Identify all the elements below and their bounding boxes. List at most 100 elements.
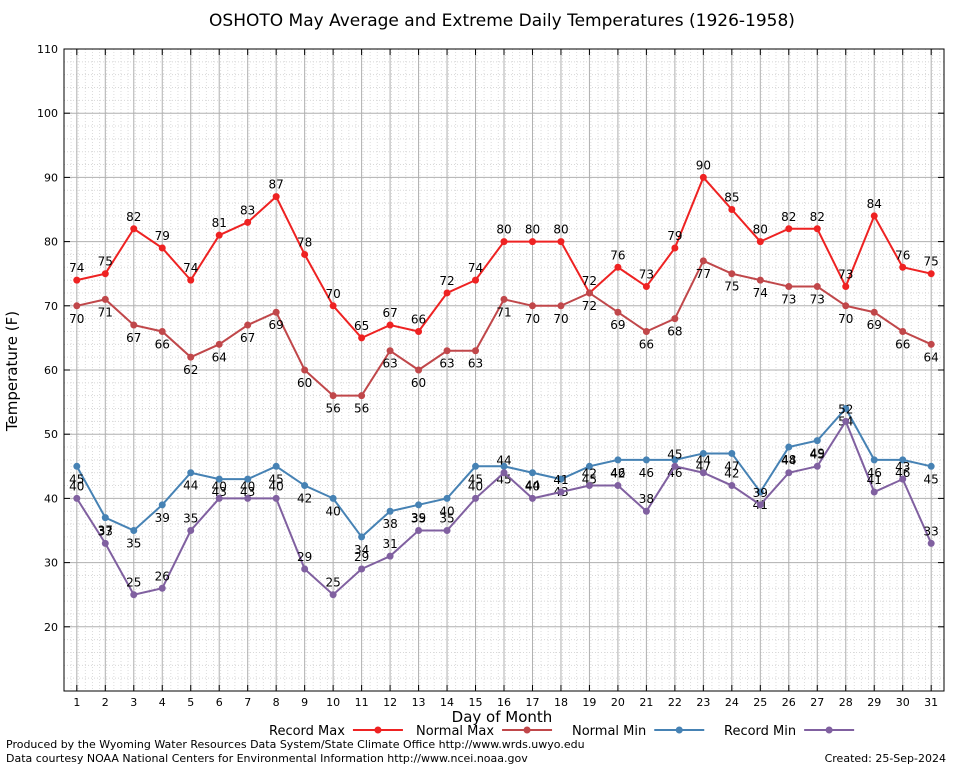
data-point — [415, 501, 423, 509]
data-label: 42 — [724, 467, 739, 481]
data-point — [443, 494, 451, 502]
data-label: 80 — [496, 223, 511, 237]
data-label: 31 — [382, 537, 397, 551]
data-label: 38 — [382, 517, 397, 531]
data-point — [699, 469, 707, 477]
data-point — [301, 482, 309, 490]
x-tick-label: 17 — [525, 696, 539, 709]
data-point — [301, 366, 309, 374]
series-normal-max: 70 71 67 66 62 64 67 69 60 56 56 63 60 63 63 71 70 70 72 69… — [69, 257, 939, 416]
x-tick-label: 23 — [696, 696, 710, 709]
x-tick-label: 10 — [326, 696, 340, 709]
data-point — [187, 469, 195, 477]
y-tick-label: 80 — [44, 236, 58, 249]
data-label: 67 — [126, 331, 141, 345]
y-tick-label: 110 — [37, 43, 58, 56]
data-point — [386, 347, 394, 355]
data-label: 40 — [439, 504, 454, 518]
data-label: 25 — [325, 576, 340, 590]
data-label: 47 — [696, 459, 711, 473]
data-label: 69 — [867, 318, 882, 332]
data-point — [130, 225, 138, 233]
data-point — [899, 456, 907, 464]
data-point — [415, 366, 423, 374]
data-point — [187, 353, 195, 361]
data-point — [870, 212, 878, 220]
data-label: 64 — [212, 350, 227, 364]
data-label: 35 — [411, 512, 426, 526]
data-label: 74 — [183, 261, 198, 275]
data-label: 40 — [325, 504, 340, 518]
data-label: 48 — [781, 453, 796, 467]
data-label: 39 — [155, 511, 170, 525]
y-tick-label: 60 — [44, 364, 58, 377]
data-label: 70 — [325, 287, 340, 301]
data-point — [842, 417, 850, 425]
data-label: 70 — [525, 312, 540, 326]
data-point — [158, 244, 166, 252]
data-point — [528, 494, 536, 502]
data-point — [699, 449, 707, 457]
data-point — [244, 494, 252, 502]
data-label: 40 — [69, 479, 84, 493]
data-point — [187, 276, 195, 284]
x-tick-label: 4 — [159, 696, 166, 709]
data-label: 82 — [126, 210, 141, 224]
data-point — [329, 591, 337, 599]
x-tick-label: 28 — [839, 696, 853, 709]
x-tick-label: 27 — [810, 696, 824, 709]
legend: Record Max Normal Max Normal Min Record Min — [269, 724, 855, 739]
data-label: 45 — [269, 472, 284, 486]
x-axis-label: Day of Month — [452, 708, 553, 726]
x-tick-label: 16 — [497, 696, 511, 709]
data-label: 39 — [411, 511, 426, 525]
data-point — [785, 283, 793, 291]
data-label: 43 — [212, 485, 227, 499]
data-label: 63 — [439, 357, 454, 371]
data-point — [671, 315, 679, 323]
x-tick-label: 3 — [130, 696, 137, 709]
data-point — [728, 270, 736, 278]
x-tick-label: 8 — [273, 696, 280, 709]
data-point — [101, 295, 109, 303]
data-point — [386, 321, 394, 329]
data-point — [642, 507, 650, 515]
data-point — [73, 302, 81, 310]
legend-label: Record Min — [724, 724, 796, 739]
data-point — [272, 462, 280, 470]
y-tick-label: 40 — [44, 492, 58, 505]
grid — [63, 48, 944, 691]
data-label: 74 — [468, 261, 483, 275]
data-label: 84 — [867, 197, 882, 211]
data-point — [728, 206, 736, 213]
data-label: 76 — [895, 248, 910, 262]
data-label: 46 — [667, 466, 682, 480]
legend-item-normal-min: Normal Min — [572, 724, 705, 739]
data-point — [671, 456, 679, 464]
data-point — [443, 527, 451, 534]
data-label: 46 — [639, 466, 654, 480]
data-point — [528, 238, 536, 246]
data-label: 60 — [297, 376, 312, 390]
data-label: 82 — [810, 210, 825, 224]
data-point — [244, 321, 252, 329]
data-label: 68 — [667, 325, 682, 339]
data-point — [130, 591, 138, 599]
data-label: 33 — [98, 524, 113, 538]
x-tick-label: 13 — [412, 696, 426, 709]
data-point — [585, 462, 593, 470]
data-label: 45 — [924, 472, 939, 486]
data-point — [415, 527, 423, 534]
data-point — [785, 443, 793, 451]
x-tick-label: 2 — [102, 696, 109, 709]
data-label: 45 — [582, 472, 597, 486]
data-label: 70 — [69, 312, 84, 326]
data-point — [614, 263, 622, 271]
y-tick-label: 70 — [44, 300, 58, 313]
data-label: 66 — [411, 312, 426, 326]
data-point — [614, 456, 622, 464]
data-label: 73 — [838, 268, 853, 282]
data-label: 75 — [924, 255, 939, 269]
data-label: 71 — [98, 305, 113, 319]
